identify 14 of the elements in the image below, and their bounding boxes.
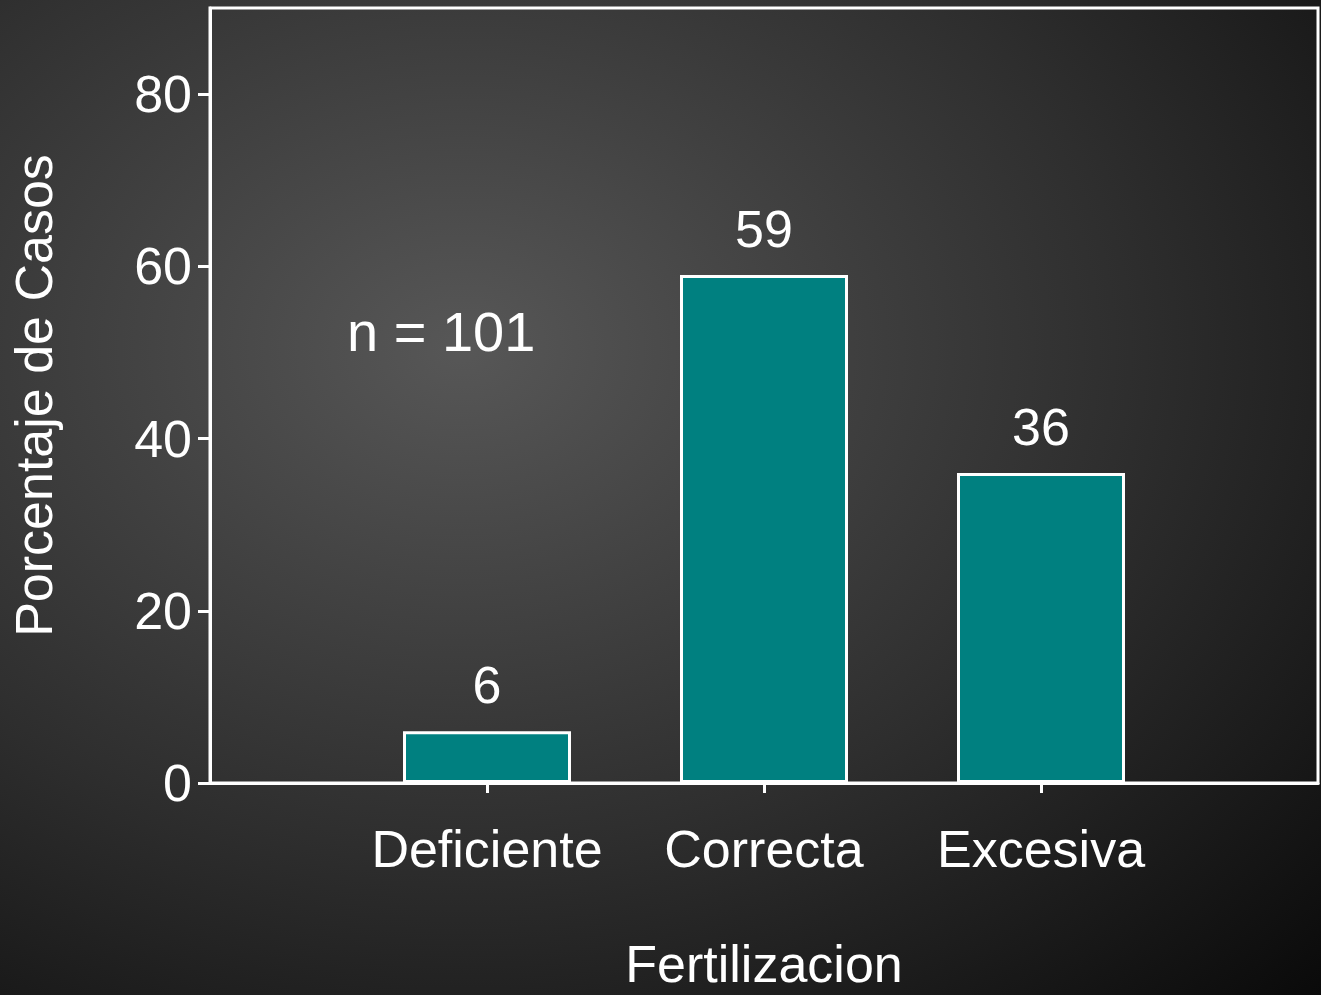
data-label: 6 <box>472 656 502 715</box>
x-tick-label: Excesiva <box>936 820 1146 878</box>
x-tick-label: Deficiente <box>371 820 603 878</box>
y-tick-label: 60 <box>134 237 192 296</box>
y-axis-title: Porcentaje de Casos <box>5 154 63 637</box>
y-tick-label: 80 <box>134 65 192 124</box>
x-axis-title: Fertilizacion <box>625 935 903 993</box>
data-label: 59 <box>735 199 793 258</box>
y-tick-label: 0 <box>163 754 192 812</box>
y-tick-label: 20 <box>134 581 192 640</box>
y-tick-label: 40 <box>134 409 192 468</box>
annotation: n = 101 <box>347 299 536 363</box>
x-tick-label: Correcta <box>664 820 864 878</box>
data-label: 36 <box>1012 398 1070 456</box>
